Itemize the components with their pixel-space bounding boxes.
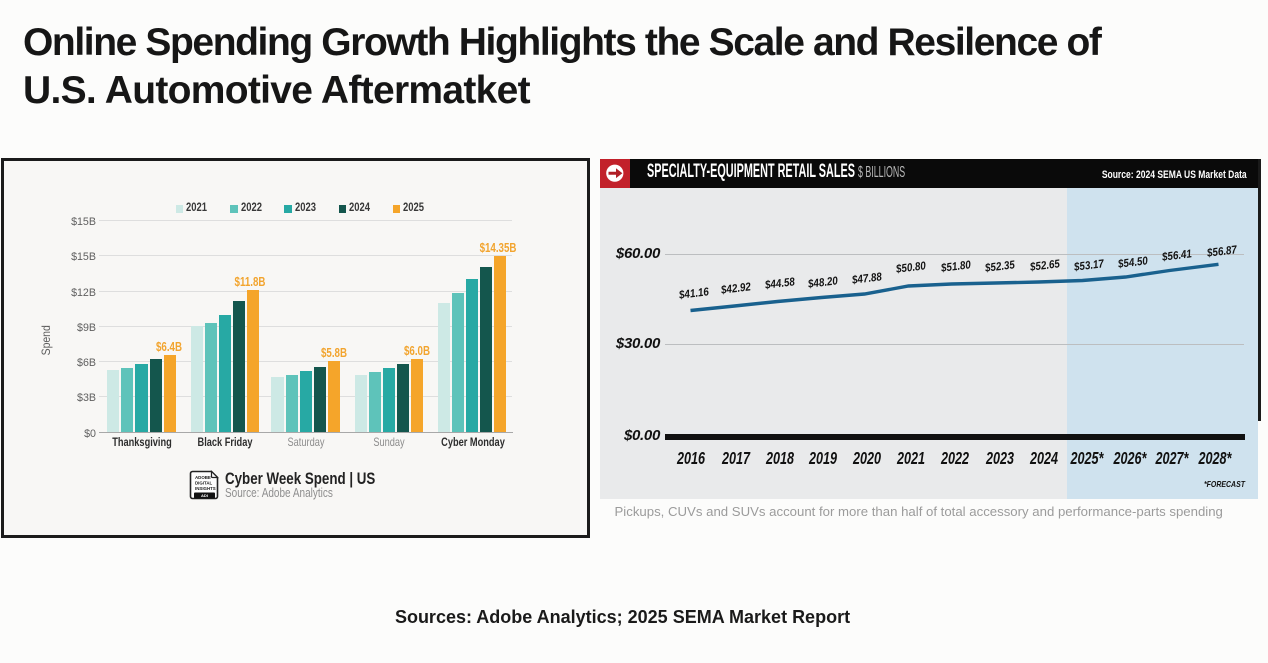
svg-text:ADI: ADI bbox=[201, 493, 208, 498]
svg-text:DIGITAL: DIGITAL bbox=[195, 480, 213, 485]
svg-text:ADOBE: ADOBE bbox=[195, 475, 211, 480]
svg-text:INSIGHTS: INSIGHTS bbox=[195, 486, 216, 491]
